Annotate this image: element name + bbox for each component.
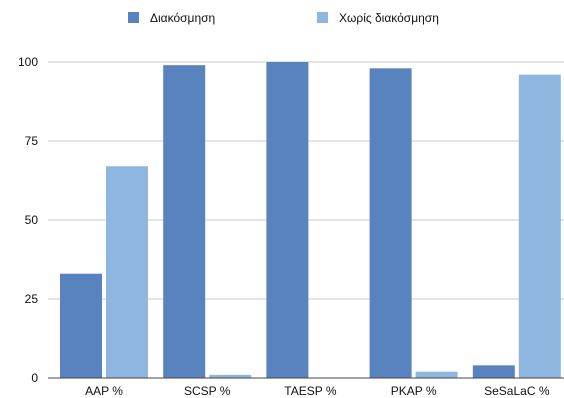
y-tick-label: 0 <box>31 371 38 385</box>
bar-undecorated-0 <box>106 166 148 378</box>
bar-decorated-2 <box>266 62 309 378</box>
bar-decorated-0 <box>60 273 102 378</box>
legend-label: Διακόσμηση <box>150 11 215 25</box>
legend-label: Χωρίς διακόσμηση <box>339 11 439 25</box>
legend: Διακόσμηση Χωρίς διακόσμηση <box>128 11 439 25</box>
x-tick-label: TAESP % <box>284 384 337 398</box>
bar-decorated-1 <box>163 65 206 378</box>
x-tick-label: PKAP % <box>391 384 437 398</box>
bar-undecorated-3 <box>415 371 458 378</box>
x-tick-label: SeSaLaC % <box>484 384 550 398</box>
legend-swatch <box>317 12 328 23</box>
bars <box>60 62 561 378</box>
x-tick-label: AAP % <box>85 384 123 398</box>
y-tick-label: 25 <box>25 292 39 306</box>
x-tick-label: SCSP % <box>184 384 231 398</box>
bar-undecorated-4 <box>518 74 561 378</box>
bar-decorated-3 <box>369 68 412 378</box>
y-tick-label: 100 <box>18 55 38 69</box>
bar-decorated-4 <box>472 365 515 378</box>
axes: 0 25 50 75 100 AAP % SCSP % TAESP % PKAP % SeSaLa… <box>18 55 564 398</box>
y-tick-label: 50 <box>25 213 39 227</box>
bar-undecorated-1 <box>209 374 252 378</box>
legend-swatch <box>128 12 139 23</box>
y-tick-label: 75 <box>25 134 39 148</box>
